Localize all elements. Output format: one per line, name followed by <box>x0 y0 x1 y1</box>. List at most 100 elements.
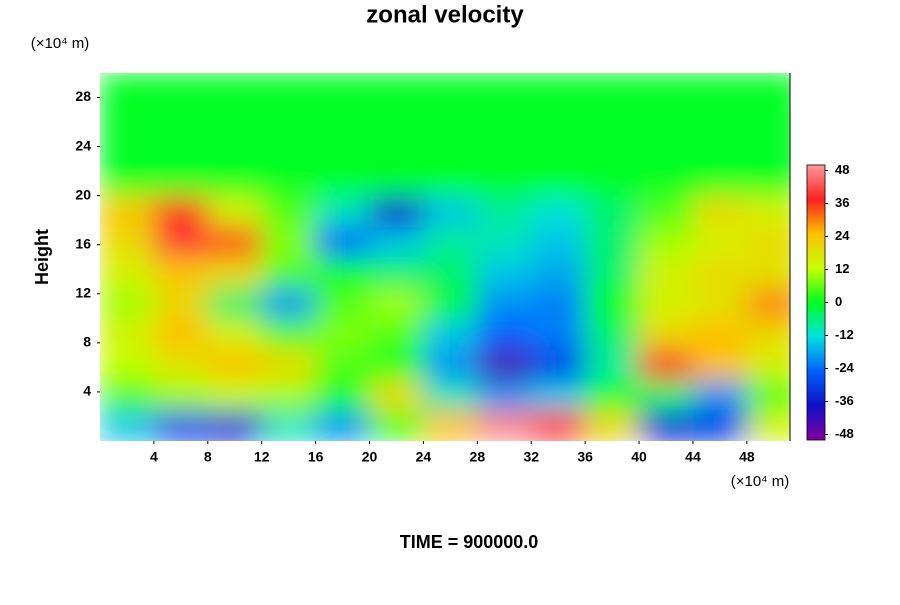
colorbar-tick-label: -24 <box>835 360 855 375</box>
field-cell <box>100 165 155 197</box>
field-cell <box>531 257 586 289</box>
field-cell <box>746 134 790 166</box>
field-cell <box>477 287 532 319</box>
field-cell <box>746 287 790 319</box>
field-cell <box>207 349 263 381</box>
field-cell <box>585 73 640 105</box>
field-cell <box>423 195 478 227</box>
field-cell <box>746 379 790 411</box>
field-cell <box>639 410 694 441</box>
field-cell <box>315 318 371 350</box>
field-cell <box>746 165 790 197</box>
field-cell <box>261 103 317 135</box>
field-cell <box>639 226 694 258</box>
field-cell <box>100 410 155 441</box>
field-cell <box>261 318 317 350</box>
colorbar-tick-label: -12 <box>835 327 854 342</box>
field-cell <box>692 195 748 227</box>
field-cell <box>369 134 424 166</box>
field-cell <box>585 287 640 319</box>
field-cell <box>153 134 209 166</box>
field-cell <box>100 226 155 258</box>
field-cell <box>639 287 694 319</box>
colorbar-tick-label: -36 <box>835 393 854 408</box>
field-cell <box>100 73 155 105</box>
field-cell <box>153 349 209 381</box>
x-tick-label: 24 <box>416 449 432 465</box>
field-cell <box>423 73 478 105</box>
field-cell <box>477 349 532 381</box>
field-cell <box>100 287 155 319</box>
y-unit: (×10⁴ m) <box>31 35 90 52</box>
colorbar-tick-label: 36 <box>835 195 849 210</box>
field-cell <box>261 410 317 441</box>
field-cell <box>207 226 263 258</box>
field-cell <box>369 287 424 319</box>
field-cell <box>746 103 790 135</box>
field-cell <box>423 226 478 258</box>
field-cell <box>100 134 155 166</box>
field-cell <box>477 318 532 350</box>
field-cell <box>585 195 640 227</box>
field-cell <box>423 379 478 411</box>
x-tick-label: 32 <box>523 449 539 465</box>
field-cell <box>585 379 640 411</box>
field-cell <box>207 287 263 319</box>
field-cell <box>261 349 317 381</box>
field-cell <box>261 287 317 319</box>
y-axis-label: Height <box>32 229 52 285</box>
x-unit: (×10⁴ m) <box>731 473 790 490</box>
field-cell <box>746 195 790 227</box>
field-cell <box>531 195 586 227</box>
field-cell <box>531 73 586 105</box>
field-cell <box>692 103 748 135</box>
field-cell <box>531 349 586 381</box>
x-tick-label: 40 <box>631 449 647 465</box>
field-cell <box>369 103 424 135</box>
field-cell <box>100 103 155 135</box>
field-cell <box>692 226 748 258</box>
field-cell <box>531 318 586 350</box>
field-cell <box>477 379 532 411</box>
field-cell <box>531 134 586 166</box>
field-cell <box>477 226 532 258</box>
field-cell <box>207 410 263 441</box>
x-tick-label: 4 <box>150 449 158 465</box>
field-cell <box>639 379 694 411</box>
field-cell <box>207 257 263 289</box>
x-tick-label: 36 <box>577 449 593 465</box>
y-tick-label: 8 <box>83 334 91 350</box>
colorbar-tick-label: 24 <box>835 228 850 243</box>
x-tick-label: 8 <box>204 449 212 465</box>
field-cell <box>692 73 748 105</box>
field-cell <box>315 226 371 258</box>
x-tick-label: 16 <box>308 449 324 465</box>
y-tick-label: 4 <box>83 383 91 399</box>
field-cell <box>315 103 371 135</box>
field-cell <box>261 379 317 411</box>
y-tick-label: 12 <box>75 285 91 301</box>
field-cell <box>369 379 424 411</box>
field-cell <box>639 165 694 197</box>
field-cell <box>315 410 371 441</box>
field-cell <box>585 226 640 258</box>
field-cell <box>369 195 424 227</box>
y-tick-label: 28 <box>75 88 91 104</box>
field-cell <box>639 257 694 289</box>
field-cell <box>477 134 532 166</box>
field-cell <box>531 287 586 319</box>
field-cell <box>207 165 263 197</box>
field-cell <box>153 379 209 411</box>
field-cell <box>639 195 694 227</box>
field-cell <box>746 318 790 350</box>
field-cell <box>207 379 263 411</box>
field-cell <box>153 410 209 441</box>
field-cell <box>261 73 317 105</box>
field-cell <box>692 287 748 319</box>
field-cell <box>100 379 155 411</box>
colorbar-tick-label: 0 <box>835 294 842 309</box>
field-cell <box>746 73 790 105</box>
field-cell <box>315 379 371 411</box>
field-cell <box>100 257 155 289</box>
